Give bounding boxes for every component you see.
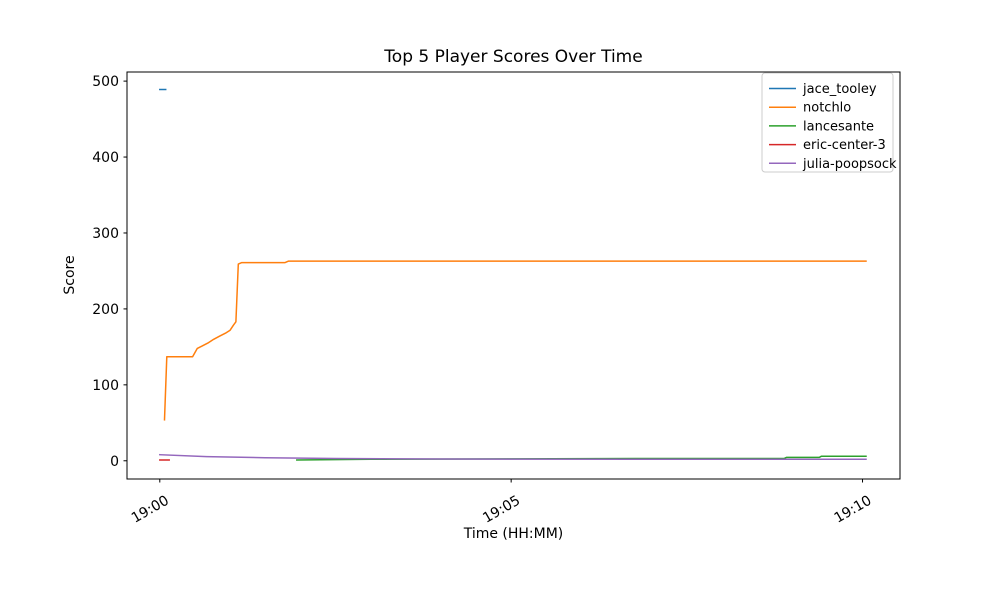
y-tick-label: 0 xyxy=(110,454,119,470)
y-tick-label: 300 xyxy=(92,226,119,242)
series-line-notchlo xyxy=(163,260,867,421)
y-tick-label: 100 xyxy=(92,378,119,394)
legend-label-julia-poopsock: julia-poopsock xyxy=(802,157,897,172)
legend-label-lancesante: lancesante xyxy=(803,119,874,134)
y-tick-label: 500 xyxy=(92,74,119,90)
legend-label-eric-center-3: eric-center-3 xyxy=(803,138,886,153)
series-line-julia-poopsock xyxy=(159,453,867,461)
chart-title: Top 5 Player Scores Over Time xyxy=(384,47,643,67)
x-tick-label: 19:00 xyxy=(129,493,172,527)
x-axis-label: Time (HH:MM) xyxy=(463,526,564,542)
y-axis-label: Score xyxy=(62,255,78,295)
legend-label-notchlo: notchlo xyxy=(803,101,851,116)
x-tick-label: 19:10 xyxy=(832,493,875,527)
y-tick-label: 400 xyxy=(92,150,119,166)
y-tick-label: 200 xyxy=(92,302,119,318)
legend-box xyxy=(761,72,894,173)
x-tick-label: 19:05 xyxy=(480,493,523,527)
legend-label-jace_tooley: jace_tooley xyxy=(802,82,877,97)
plot-border xyxy=(126,71,901,480)
